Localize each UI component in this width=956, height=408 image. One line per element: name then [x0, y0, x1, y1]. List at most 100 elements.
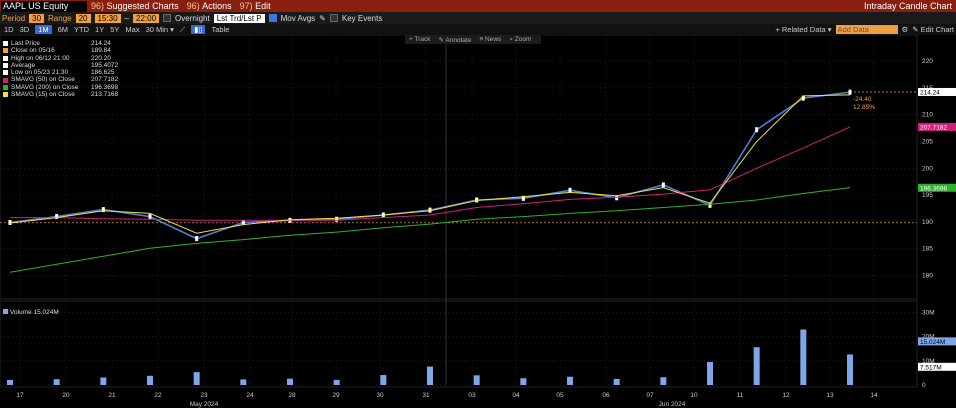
- series-smavg-50-: [10, 126, 851, 221]
- edit-menu[interactable]: 97) Edit: [236, 0, 275, 12]
- period-max[interactable]: Max: [125, 25, 140, 34]
- date-tick: 12: [782, 392, 790, 399]
- candle: [335, 216, 339, 222]
- chart-type-line-icon[interactable]: ⟋: [179, 24, 186, 34]
- date-tick: 29: [332, 392, 340, 399]
- month-label: Jun 2024: [659, 401, 686, 408]
- legend-swatch: [3, 63, 8, 69]
- candle: [801, 95, 805, 101]
- volume-bar: [473, 375, 480, 385]
- legend-row: SMAVG (50) on Close 207.7182: [3, 76, 118, 84]
- date-tick: 24: [246, 392, 254, 399]
- legend-label: Last Price: [11, 40, 40, 47]
- mov-avgs-checkbox[interactable]: [268, 14, 277, 22]
- date-tick: 22: [154, 392, 162, 399]
- key-events-label: Key Events: [341, 13, 383, 23]
- period-5y[interactable]: 5Y: [110, 25, 120, 34]
- legend-swatch: [3, 77, 8, 83]
- candle: [8, 219, 12, 225]
- date-tick: 10: [690, 392, 698, 399]
- range-to-input[interactable]: 22:00: [133, 13, 160, 23]
- chart-legend: Last Price 214.24 Close on 05/16 189.84 High…: [3, 40, 118, 99]
- volume-avg-badge-bg: [918, 362, 956, 371]
- series-smavg-200-: [9, 187, 851, 273]
- track-tool[interactable]: + Track: [409, 36, 431, 43]
- volume-panel: [0, 300, 918, 388]
- candle: [708, 202, 712, 208]
- legend-label: Close on 05/16: [11, 47, 55, 55]
- actions-menu[interactable]: 96) Actions: [183, 0, 236, 12]
- legend-label: SMAVG (50) on Close: [11, 76, 75, 84]
- suggested-charts-menu[interactable]: 96) Suggested Charts: [87, 0, 183, 12]
- candle: [661, 182, 665, 188]
- volume-bar: [53, 379, 60, 385]
- legend-label: SMAVG (15) on Close: [11, 91, 75, 99]
- legend-value: 186.625: [91, 69, 115, 77]
- volume-bar: [380, 375, 387, 385]
- zoom-tool[interactable]: ⌕ Zoom: [509, 35, 532, 43]
- volume-badge: 15.024M: [920, 339, 945, 346]
- date-tick: 20: [62, 392, 70, 399]
- price-tick: 210: [922, 112, 933, 119]
- edit-chart-button[interactable]: ✎ Edit Chart: [912, 25, 954, 34]
- legend-swatch: [3, 92, 8, 98]
- key-events-checkbox[interactable]: [329, 14, 338, 22]
- ticker-field[interactable]: AAPL US Equity: [1, 0, 87, 12]
- period-input[interactable]: 30: [29, 13, 45, 23]
- date-tick: 31: [422, 392, 430, 399]
- period-6m[interactable]: 6M: [57, 25, 69, 34]
- legend-swatch: [3, 55, 8, 61]
- toolbar-right: + Related Data ▾ Add Data ⚙ ✎ Edit Chart: [775, 25, 956, 34]
- legend-swatch: [3, 41, 8, 47]
- period-1y[interactable]: 1Y: [95, 25, 105, 34]
- legend-swatch: [3, 84, 8, 90]
- candle: [195, 236, 199, 242]
- legend-row: Close on 05/16 189.84: [3, 47, 111, 55]
- menu-number: 97): [239, 1, 253, 11]
- legend-value: 196.3698: [91, 83, 119, 91]
- price-tick: 200: [922, 165, 933, 172]
- table-button[interactable]: Table: [211, 25, 230, 34]
- chart-type-candle-icon[interactable]: ▮▯: [191, 25, 206, 34]
- volume-bar: [427, 366, 433, 385]
- volume-tick: 10M: [922, 358, 935, 365]
- period-3d[interactable]: 3D: [19, 25, 30, 34]
- volume-bar: [100, 377, 107, 385]
- volume-badge-bg: [918, 337, 956, 346]
- pencil-icon[interactable]: ✎: [319, 13, 326, 23]
- news-tool[interactable]: ≡ News: [479, 36, 502, 43]
- period-ytd[interactable]: YTD: [74, 25, 90, 34]
- add-data-input[interactable]: Add Data: [835, 25, 898, 34]
- legend-row: Average 195.4072: [3, 62, 118, 69]
- related-data-button[interactable]: + Related Data ▾: [775, 25, 832, 34]
- annotate-tool[interactable]: ✎ Annotate: [438, 36, 472, 44]
- date-tick: 14: [870, 392, 878, 399]
- overnight-checkbox[interactable]: [163, 14, 172, 22]
- legend-value: 195.4072: [91, 61, 119, 69]
- legend-row: SMAVG (200) on Close 196.3698: [3, 84, 118, 91]
- interval-select[interactable]: 30 Min ▾: [145, 25, 174, 34]
- volume-legend: Volume 15.024M: [3, 309, 59, 316]
- candle: [241, 219, 245, 225]
- legend-swatch: [3, 70, 8, 76]
- settings-icon[interactable]: ⚙: [901, 25, 909, 34]
- plus-icon: +: [775, 25, 780, 34]
- overnight-label: Overnight: [175, 13, 210, 23]
- range-time-input[interactable]: 15:30: [94, 13, 121, 23]
- period-1m[interactable]: 1M: [35, 25, 52, 34]
- sma50-badge: 207.7182: [920, 124, 947, 131]
- period-1d[interactable]: 1D: [4, 25, 14, 34]
- change-percent: 12.85%: [853, 104, 875, 111]
- price-chart[interactable]: 2202152102052001951901851801720212223242…: [0, 35, 956, 408]
- range-label: Range: [48, 13, 72, 23]
- price-tick: 185: [922, 246, 933, 253]
- date-tick: 23: [200, 392, 208, 399]
- tool-label: Annotate: [445, 36, 472, 44]
- last-trade-select[interactable]: Lst Trd/Lst P: [213, 13, 265, 23]
- change-value: -24.40: [853, 96, 872, 103]
- date-tick: 17: [16, 392, 24, 399]
- title-bar: AAPL US Equity 96) Suggested Charts 96) …: [0, 0, 956, 12]
- date-tick: 05: [556, 392, 564, 399]
- sma200-badge: 196.3698: [920, 185, 947, 192]
- range-from-input[interactable]: 20: [75, 13, 91, 23]
